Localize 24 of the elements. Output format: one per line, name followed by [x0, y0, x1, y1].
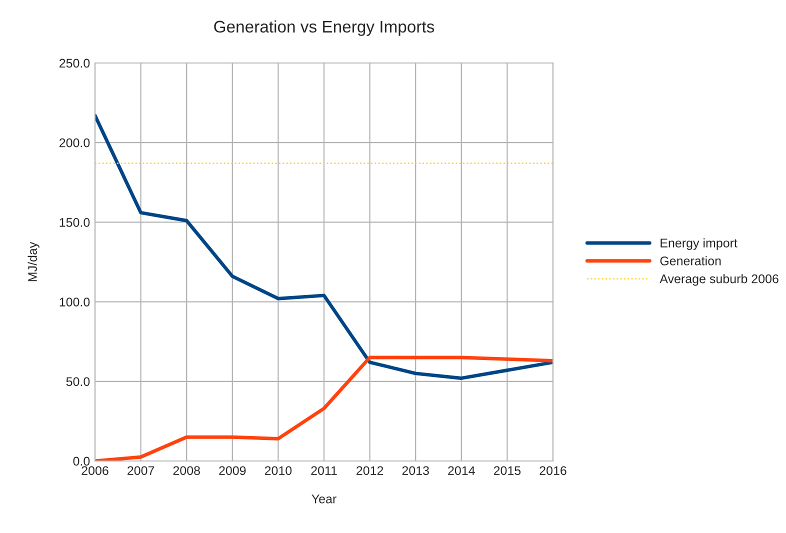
y-tick-label: 0.0: [73, 456, 90, 466]
x-tick-label: 2016: [540, 466, 566, 476]
y-tick-label: 50.0: [66, 377, 90, 386]
x-tick-label: 2014: [448, 466, 475, 476]
legend-label: Energy import: [660, 238, 738, 250]
x-tick-label: 2008: [173, 466, 200, 476]
x-tick-label: 2007: [128, 466, 154, 476]
legend-label: Average suburb 2006: [660, 274, 778, 286]
legend-label: Generation: [660, 256, 721, 266]
y-axis-title: MJ/day: [28, 242, 40, 282]
y-tick-label: 150.0: [60, 218, 90, 227]
x-tick-label: 2015: [494, 466, 521, 476]
x-tick-label: 2010: [264, 466, 292, 476]
y-tick-label: 200.0: [59, 138, 90, 148]
y-tick-label: 100.0: [60, 298, 90, 306]
x-tick-label: 2009: [219, 466, 246, 476]
y-tick-label: 250.0: [59, 58, 90, 68]
x-tick-label: 2011: [311, 466, 337, 476]
x-tick-label: 2006: [82, 466, 108, 476]
line-series: [95, 114, 553, 380]
x-tick-label: 2013: [402, 466, 429, 476]
x-tick-label: 2012: [356, 466, 384, 476]
chart-title: Generation vs Energy Imports: [214, 20, 434, 36]
x-axis-title: Year: [312, 494, 336, 504]
